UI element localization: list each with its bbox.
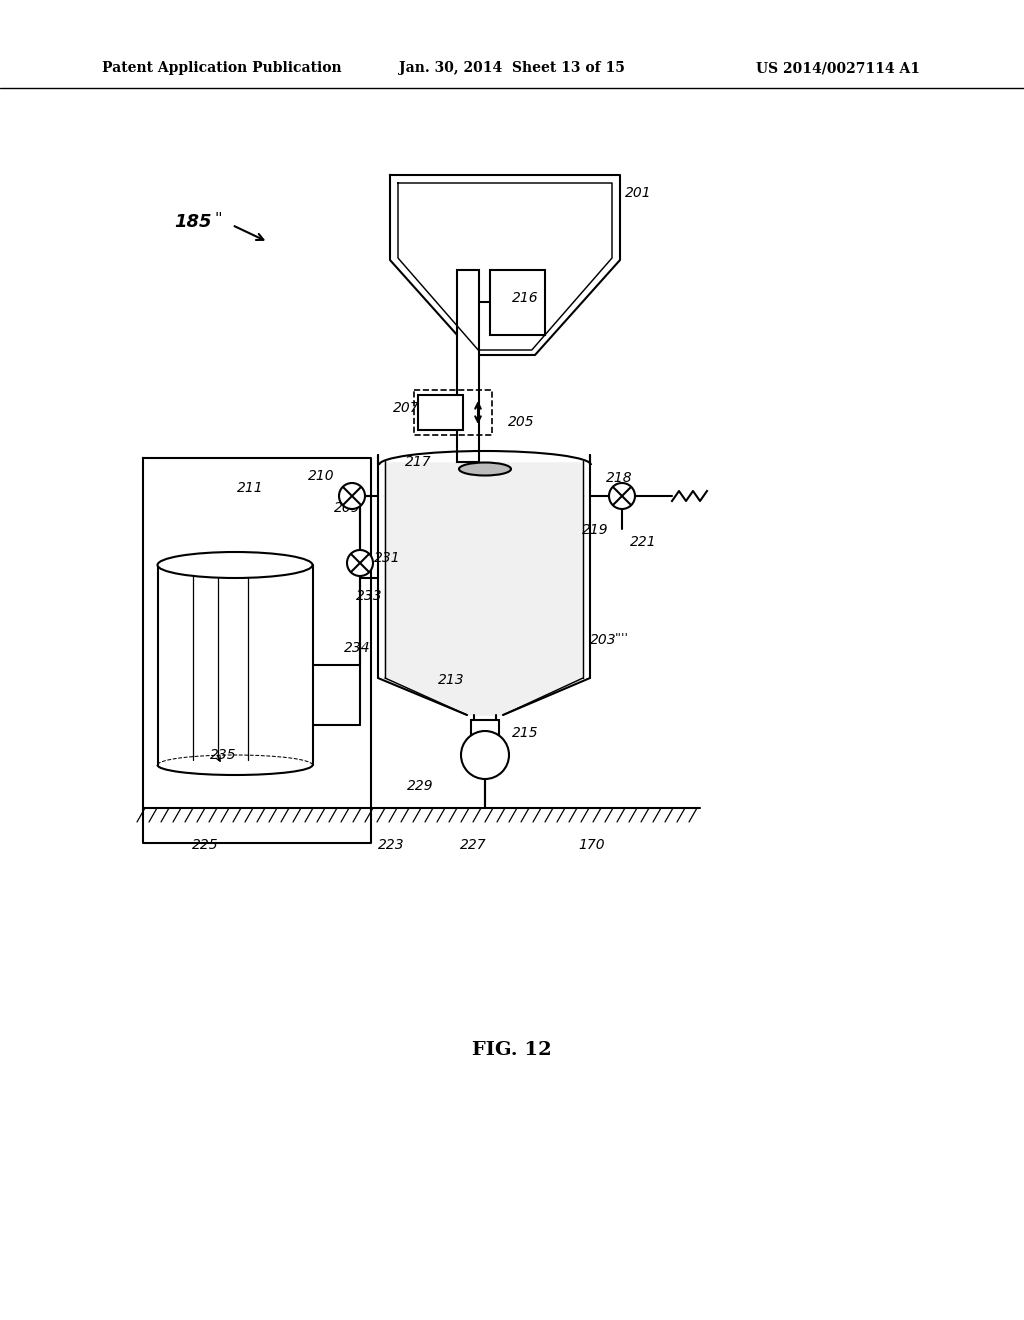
- Text: '': '': [214, 213, 222, 227]
- Bar: [471, 719, 499, 741]
- Text: 229: 229: [407, 779, 433, 793]
- Text: '''': '''': [615, 631, 629, 644]
- Text: 205: 205: [508, 414, 535, 429]
- Text: 203: 203: [590, 634, 616, 647]
- Text: US 2014/0027114 A1: US 2014/0027114 A1: [756, 61, 920, 75]
- Text: 216: 216: [512, 290, 539, 305]
- Ellipse shape: [459, 462, 511, 475]
- Bar: [457, 271, 479, 462]
- Circle shape: [609, 483, 635, 510]
- Text: Jan. 30, 2014  Sheet 13 of 15: Jan. 30, 2014 Sheet 13 of 15: [399, 61, 625, 75]
- Text: 218: 218: [606, 471, 633, 484]
- Text: 211: 211: [237, 480, 263, 495]
- Polygon shape: [385, 463, 583, 715]
- Text: 223: 223: [378, 838, 404, 851]
- Text: 207: 207: [393, 401, 420, 414]
- Text: 235: 235: [210, 748, 237, 762]
- Text: 213: 213: [438, 673, 465, 686]
- Text: 231: 231: [374, 550, 400, 565]
- Ellipse shape: [158, 552, 312, 578]
- Text: 217: 217: [406, 455, 432, 469]
- Text: 201: 201: [625, 186, 651, 201]
- Text: 215: 215: [512, 726, 539, 741]
- Bar: [418, 395, 463, 430]
- Text: 225: 225: [193, 838, 219, 851]
- Polygon shape: [390, 176, 620, 355]
- Circle shape: [461, 731, 509, 779]
- Text: 221: 221: [630, 535, 656, 549]
- Text: 185: 185: [174, 213, 212, 231]
- Text: FIG. 12: FIG. 12: [472, 1041, 552, 1059]
- Text: 233: 233: [356, 589, 383, 603]
- Circle shape: [339, 483, 365, 510]
- Text: 234: 234: [344, 642, 371, 655]
- Text: 219: 219: [582, 523, 608, 537]
- Bar: [490, 271, 545, 335]
- Text: 227: 227: [460, 838, 486, 851]
- Circle shape: [347, 550, 373, 576]
- Text: 209: 209: [334, 502, 360, 515]
- Text: 210: 210: [308, 469, 335, 483]
- Text: 170: 170: [578, 838, 604, 851]
- Text: Patent Application Publication: Patent Application Publication: [102, 61, 342, 75]
